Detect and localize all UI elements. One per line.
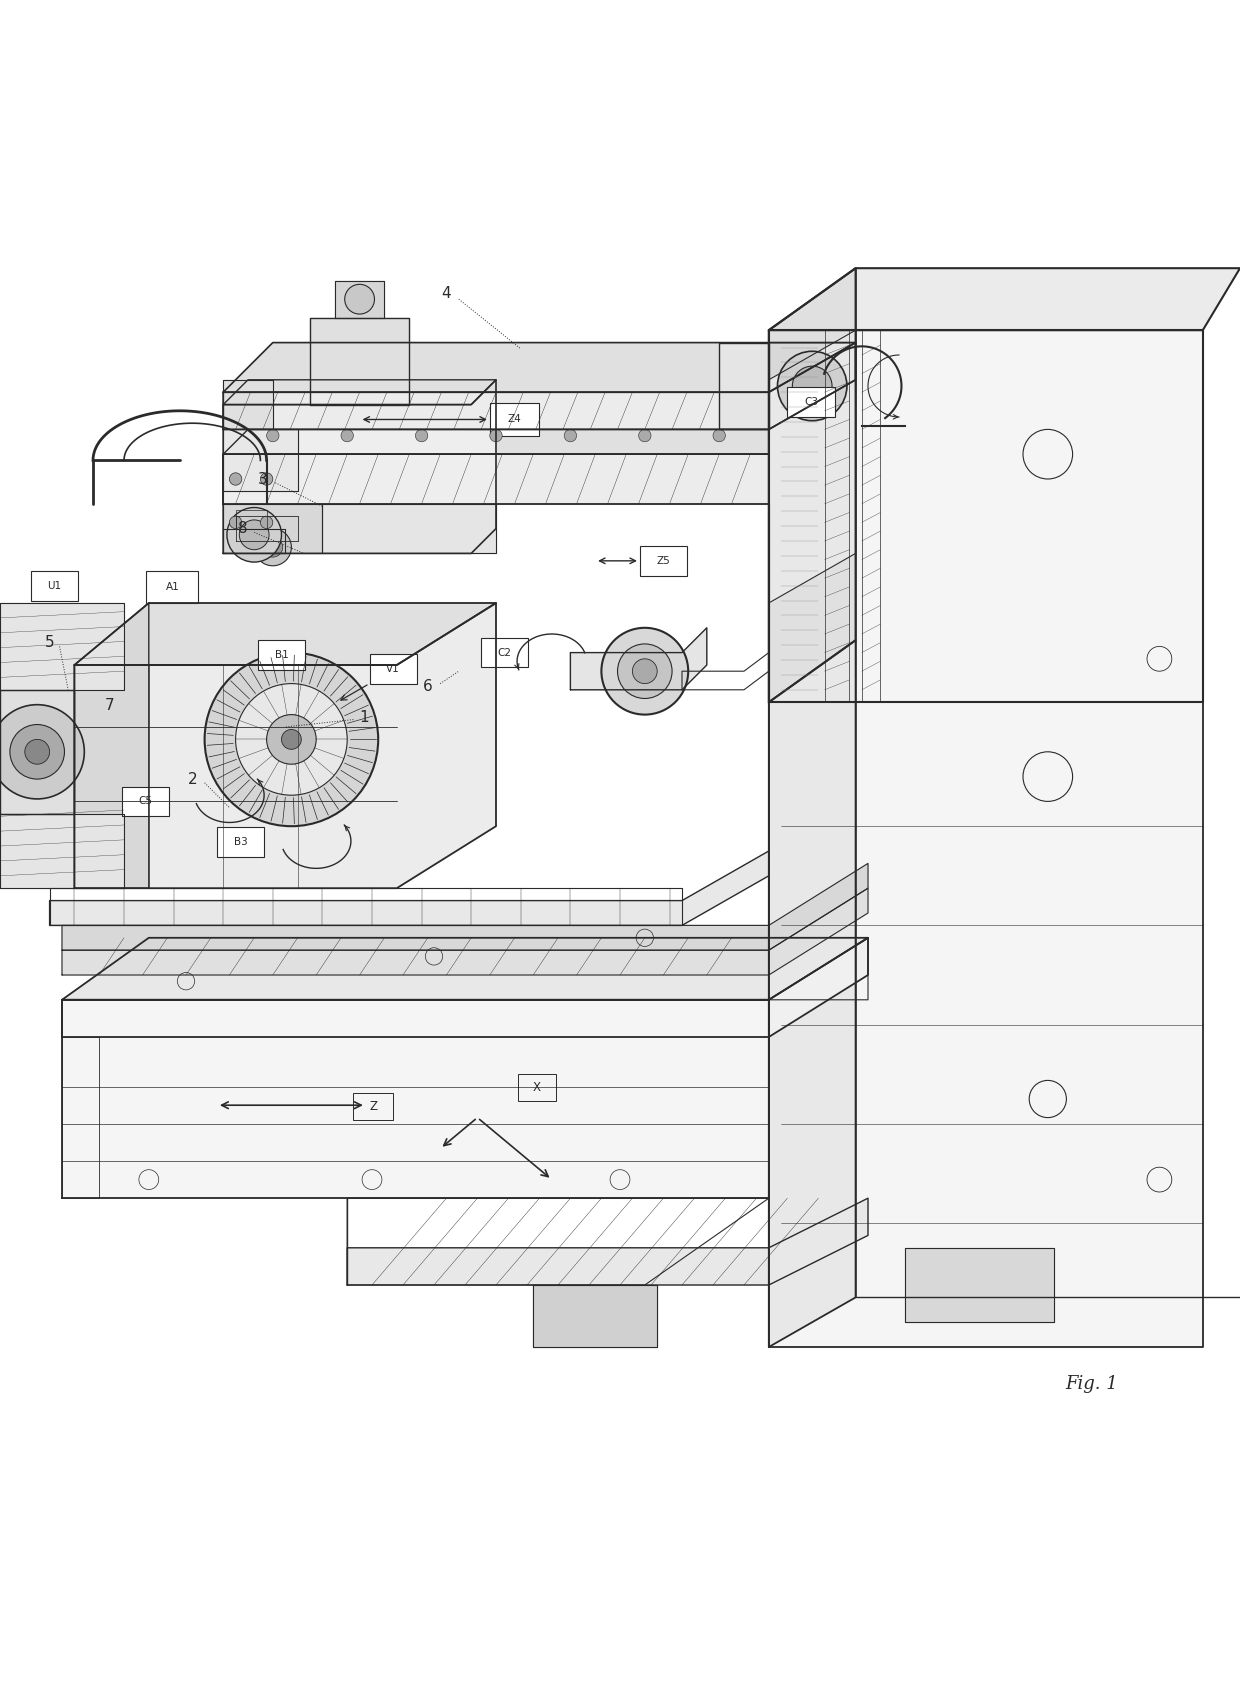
Circle shape [267,715,316,764]
Bar [258,640,305,671]
Polygon shape [905,1248,1054,1322]
Bar [787,388,835,417]
Polygon shape [570,628,707,689]
Circle shape [229,473,242,485]
Circle shape [263,538,283,557]
Circle shape [281,730,301,749]
Bar [122,786,169,817]
Circle shape [236,684,347,795]
Polygon shape [50,851,769,926]
Bar [481,638,528,667]
Polygon shape [347,1198,868,1285]
Text: C2: C2 [497,647,512,657]
Polygon shape [223,504,322,553]
Polygon shape [62,888,868,975]
Bar [31,570,78,601]
Text: B1: B1 [274,650,289,660]
Polygon shape [62,938,868,999]
Circle shape [229,516,242,529]
Polygon shape [335,281,384,318]
Polygon shape [310,318,409,405]
Polygon shape [223,429,298,492]
Text: 2: 2 [187,771,197,786]
Polygon shape [62,999,769,1198]
Polygon shape [74,603,496,888]
Circle shape [639,429,651,443]
Circle shape [254,529,291,565]
Polygon shape [322,504,496,553]
Circle shape [267,429,279,443]
Bar [370,654,417,684]
Bar [518,1074,556,1101]
Text: 6: 6 [423,679,433,694]
Circle shape [618,643,672,698]
Circle shape [25,739,50,764]
Text: X: X [533,1081,541,1094]
Polygon shape [769,330,1203,703]
Bar [353,1093,393,1120]
Circle shape [260,516,273,529]
Polygon shape [74,603,149,888]
Circle shape [564,429,577,443]
Bar [640,546,687,575]
Circle shape [632,659,657,684]
Polygon shape [769,342,856,429]
Circle shape [713,429,725,443]
Polygon shape [223,454,769,504]
Bar [146,570,198,603]
Polygon shape [0,603,124,689]
Polygon shape [223,429,769,454]
Polygon shape [223,380,273,429]
Polygon shape [769,269,1240,330]
Polygon shape [769,269,856,703]
Polygon shape [236,516,298,541]
Text: A1: A1 [165,582,180,592]
Text: U1: U1 [47,580,62,591]
Polygon shape [62,863,868,950]
Polygon shape [0,689,74,814]
Polygon shape [223,342,856,429]
Polygon shape [769,640,856,1346]
Text: C3: C3 [804,397,818,407]
Text: B3: B3 [233,837,248,848]
Text: Fig. 1: Fig. 1 [1065,1375,1117,1394]
Circle shape [260,473,273,485]
Bar [490,403,539,436]
Circle shape [10,725,64,780]
Polygon shape [719,342,769,429]
Polygon shape [223,380,496,405]
Circle shape [777,351,847,420]
Circle shape [601,628,688,715]
Polygon shape [0,814,124,888]
Text: Z5: Z5 [656,557,671,565]
Circle shape [792,366,832,405]
Text: V1: V1 [386,664,401,674]
Text: 3: 3 [258,471,268,487]
Polygon shape [533,1285,657,1346]
Bar [217,827,264,858]
Circle shape [227,507,281,562]
Polygon shape [74,603,496,665]
Polygon shape [769,330,856,603]
Polygon shape [223,529,285,553]
Circle shape [345,284,374,315]
Text: 7: 7 [104,698,114,713]
Polygon shape [62,938,868,1037]
Circle shape [239,519,269,550]
Text: Z: Z [370,1099,377,1113]
Polygon shape [769,703,1203,1346]
Text: 5: 5 [45,635,55,650]
Text: 4: 4 [441,286,451,301]
Circle shape [0,705,84,798]
Circle shape [205,652,378,825]
Text: 8: 8 [238,521,248,536]
Polygon shape [223,342,856,391]
Text: 1: 1 [360,710,370,725]
Text: C5: C5 [138,797,153,807]
Circle shape [415,429,428,443]
Text: Z4: Z4 [507,415,522,424]
Circle shape [490,429,502,443]
Circle shape [341,429,353,443]
Polygon shape [223,380,496,553]
